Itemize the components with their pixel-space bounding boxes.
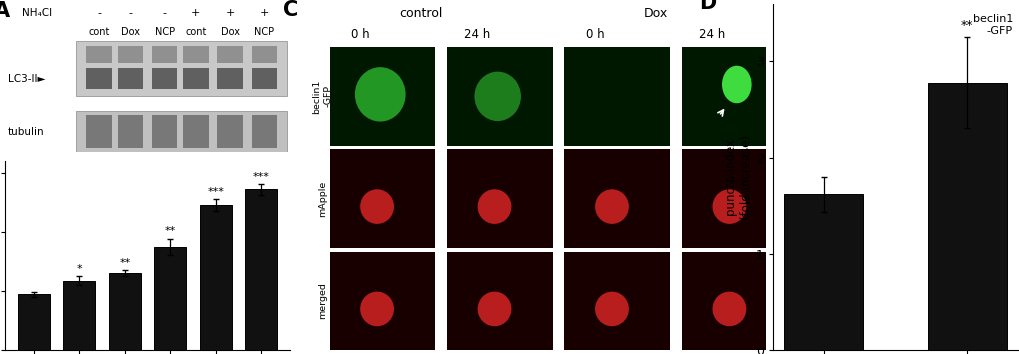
- Bar: [154, 247, 186, 350]
- Text: LC3-II►: LC3-II►: [8, 74, 46, 84]
- Text: Dox: Dox: [121, 27, 140, 38]
- Text: NCP: NCP: [254, 27, 274, 38]
- Text: A: A: [0, 1, 10, 21]
- Ellipse shape: [477, 292, 511, 326]
- Bar: [252, 46, 277, 63]
- Bar: [446, 252, 552, 350]
- Text: C: C: [282, 0, 298, 20]
- Ellipse shape: [594, 292, 629, 326]
- Text: -: -: [97, 8, 101, 18]
- Text: +: +: [260, 8, 269, 18]
- Text: 0 h: 0 h: [351, 28, 369, 41]
- Bar: [76, 111, 286, 153]
- Bar: [681, 252, 787, 350]
- Text: cont: cont: [89, 27, 110, 38]
- Bar: [18, 294, 50, 350]
- Ellipse shape: [594, 189, 629, 224]
- Bar: [183, 115, 209, 148]
- Ellipse shape: [474, 72, 521, 121]
- Bar: [152, 115, 177, 148]
- Bar: [245, 189, 277, 350]
- Ellipse shape: [360, 292, 393, 326]
- Bar: [152, 46, 177, 63]
- Bar: [87, 115, 112, 148]
- Text: 24 h: 24 h: [464, 28, 490, 41]
- Text: 0 h: 0 h: [585, 28, 603, 41]
- Ellipse shape: [355, 67, 406, 121]
- Bar: [117, 115, 143, 148]
- Bar: [564, 252, 669, 350]
- Text: 24 h: 24 h: [699, 28, 725, 41]
- Text: -: -: [128, 8, 132, 18]
- Bar: [117, 46, 143, 63]
- Text: **: **: [164, 226, 175, 236]
- Text: D: D: [699, 0, 716, 13]
- Bar: [446, 47, 552, 146]
- Text: +: +: [192, 8, 201, 18]
- Bar: [217, 68, 243, 89]
- Text: beclin1
-GFP: beclin1 -GFP: [972, 14, 1012, 36]
- Text: **: **: [960, 19, 972, 33]
- Text: ***: ***: [207, 187, 224, 197]
- Bar: [681, 149, 787, 248]
- Bar: [183, 46, 209, 63]
- Ellipse shape: [477, 189, 511, 224]
- Bar: [329, 47, 435, 146]
- Text: **: **: [119, 258, 130, 268]
- Ellipse shape: [360, 189, 393, 224]
- Ellipse shape: [712, 292, 746, 326]
- Bar: [446, 149, 552, 248]
- Ellipse shape: [721, 66, 751, 103]
- Text: beclin1
-GFP: beclin1 -GFP: [312, 79, 332, 114]
- Bar: [183, 68, 209, 89]
- Bar: [76, 41, 286, 96]
- Bar: [87, 68, 112, 89]
- Bar: [252, 115, 277, 148]
- Bar: [329, 252, 435, 350]
- Bar: [564, 149, 669, 248]
- Bar: [329, 149, 435, 248]
- Text: NH₄Cl: NH₄Cl: [22, 8, 52, 18]
- Text: *: *: [76, 264, 83, 274]
- Bar: [681, 47, 787, 146]
- Bar: [217, 115, 243, 148]
- Text: ***: ***: [253, 172, 269, 182]
- Bar: [217, 46, 243, 63]
- Text: tubulin: tubulin: [8, 127, 45, 137]
- Text: -: -: [162, 8, 166, 18]
- Bar: [564, 47, 669, 146]
- Text: Dox: Dox: [220, 27, 239, 38]
- Text: NCP: NCP: [155, 27, 174, 38]
- Text: cont: cont: [185, 27, 207, 38]
- Text: mApple: mApple: [318, 181, 327, 217]
- Bar: [109, 273, 141, 350]
- Bar: [252, 68, 277, 89]
- Text: Dox: Dox: [643, 7, 667, 20]
- Bar: [784, 194, 862, 350]
- Bar: [87, 46, 112, 63]
- Text: merged: merged: [318, 282, 327, 319]
- Bar: [117, 68, 143, 89]
- Bar: [63, 281, 95, 350]
- Y-axis label: puncta index
(fold increase): puncta index (fold increase): [725, 135, 752, 219]
- Bar: [927, 82, 1006, 350]
- Text: control: control: [399, 7, 442, 20]
- Text: +: +: [225, 8, 234, 18]
- Bar: [200, 205, 231, 350]
- Ellipse shape: [712, 189, 746, 224]
- Bar: [152, 68, 177, 89]
